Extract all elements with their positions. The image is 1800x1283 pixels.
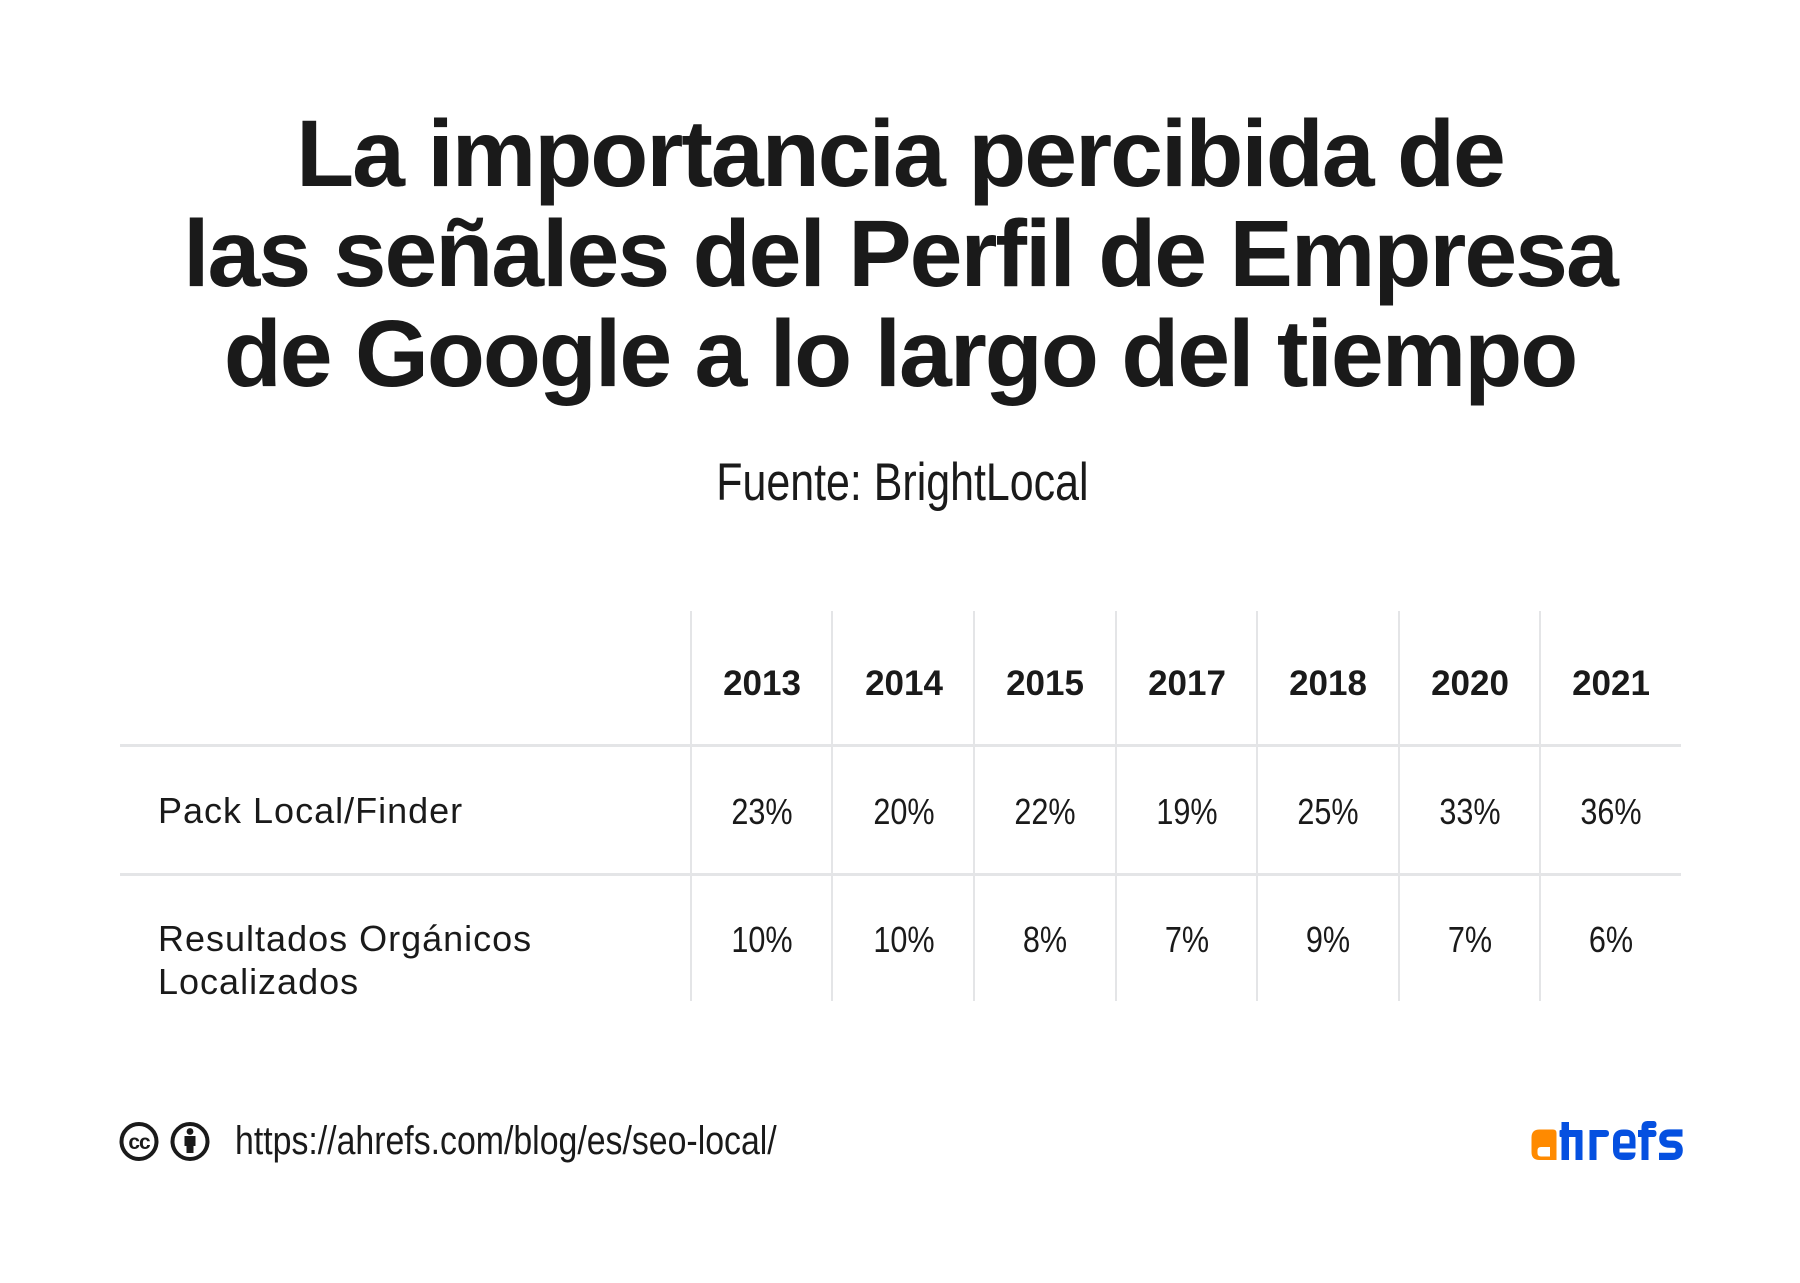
svg-text:cc: cc (128, 1131, 151, 1154)
